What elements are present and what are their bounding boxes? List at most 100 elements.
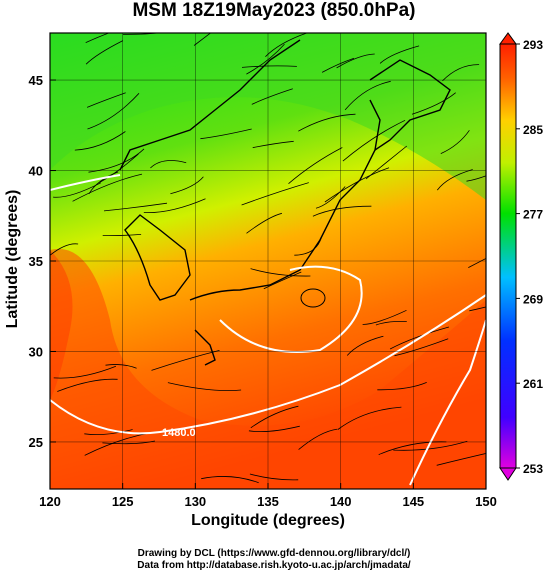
contour-label: 1480.0 bbox=[162, 427, 196, 439]
streamline bbox=[315, 186, 346, 209]
x-tick-label: 140 bbox=[330, 494, 352, 509]
x-axis-label: Longitude (degrees) bbox=[191, 512, 345, 529]
colorbar: 253 261 269 277 285 293 bbox=[499, 32, 543, 481]
streamline bbox=[74, 131, 126, 151]
credit-data: Data from http://database.rish.kyoto-u.a… bbox=[137, 560, 411, 571]
streamline bbox=[468, 258, 486, 268]
streamline bbox=[102, 440, 155, 445]
streamline bbox=[151, 350, 220, 371]
streamline bbox=[342, 119, 406, 162]
streamline bbox=[393, 440, 468, 451]
streamline bbox=[241, 182, 309, 206]
streamline bbox=[86, 92, 126, 108]
streamline bbox=[298, 428, 338, 450]
field-overlays bbox=[50, 33, 486, 489]
x-tick-label: 135 bbox=[257, 494, 279, 509]
y-tick-label: 35 bbox=[29, 254, 43, 269]
streamline bbox=[411, 92, 456, 115]
colorbar-min-arrow bbox=[499, 467, 517, 481]
streamline bbox=[377, 382, 427, 391]
streamline bbox=[248, 425, 300, 433]
streamline bbox=[50, 243, 79, 256]
streamline bbox=[105, 364, 137, 369]
y-tick-label: 25 bbox=[29, 435, 43, 450]
streamline bbox=[263, 271, 302, 290]
y-tick-label: 30 bbox=[29, 344, 43, 359]
streamline bbox=[87, 93, 140, 130]
streamline bbox=[365, 145, 408, 180]
streamline bbox=[98, 153, 139, 183]
streamline bbox=[251, 88, 293, 105]
warm-region bbox=[50, 248, 486, 489]
streamline bbox=[53, 365, 117, 379]
coastlines bbox=[119, 39, 451, 366]
streamline bbox=[241, 65, 297, 68]
streamline bbox=[84, 429, 133, 436]
colorbar-tick-label: 253 bbox=[523, 462, 543, 476]
streamline bbox=[57, 378, 118, 392]
streamline bbox=[442, 64, 480, 82]
streamline bbox=[394, 338, 449, 357]
streamline bbox=[88, 148, 145, 173]
colorbar-gradient bbox=[499, 43, 517, 469]
streamline bbox=[102, 234, 142, 237]
x-tick-label: 150 bbox=[475, 494, 497, 509]
colorbar-tick-label: 269 bbox=[523, 292, 543, 306]
streamline bbox=[85, 40, 124, 65]
streamline bbox=[379, 45, 420, 64]
streamline bbox=[337, 406, 402, 430]
colorbar-tick-label: 285 bbox=[523, 123, 543, 137]
chart-title: MSM 18Z19May2023 (850.0hPa) bbox=[132, 0, 416, 21]
colorbar-max-arrow bbox=[499, 32, 517, 45]
streamline bbox=[375, 320, 407, 326]
credit-dcl: Drawing by DCL (https://www.gfd-dennou.o… bbox=[137, 548, 411, 559]
streamline bbox=[150, 160, 187, 169]
colorbar-tick-label: 277 bbox=[523, 208, 543, 222]
streamline bbox=[362, 309, 407, 325]
streamline bbox=[346, 335, 384, 356]
streamline bbox=[466, 175, 486, 182]
streamline bbox=[312, 205, 372, 217]
y-tick-label: 45 bbox=[29, 73, 43, 88]
streamline bbox=[167, 382, 242, 392]
streamline bbox=[200, 128, 252, 140]
y-tick-label: 40 bbox=[29, 164, 43, 179]
streamline bbox=[250, 268, 311, 277]
streamline bbox=[201, 476, 259, 484]
isolines bbox=[50, 174, 486, 486]
streamline bbox=[252, 140, 294, 148]
streamline bbox=[193, 33, 212, 46]
x-tick-label: 145 bbox=[402, 494, 424, 509]
streamline bbox=[246, 212, 282, 234]
streamline bbox=[436, 453, 486, 466]
colorbar-ticks: 253 261 269 277 285 293 bbox=[516, 38, 543, 476]
x-tick-label: 125 bbox=[112, 494, 134, 509]
y-axis: 25 30 35 40 45 bbox=[29, 73, 56, 450]
colorbar-tick-label: 261 bbox=[523, 377, 543, 391]
plot-area: 1480.0 120 125 130 135 140 145 150 25 30 35 40 45 bbox=[29, 32, 497, 509]
colorbar-tick-label: 293 bbox=[523, 38, 543, 52]
streamline bbox=[288, 147, 343, 185]
streamline bbox=[249, 473, 299, 481]
warm-region-west bbox=[50, 250, 73, 400]
streamline bbox=[298, 113, 356, 132]
low-center bbox=[300, 288, 326, 308]
streamline bbox=[436, 169, 473, 191]
streamline bbox=[246, 43, 285, 75]
streamline bbox=[85, 33, 110, 43]
streamline bbox=[440, 130, 470, 154]
streamline bbox=[170, 176, 204, 195]
x-tick-label: 120 bbox=[39, 494, 61, 509]
streamline bbox=[143, 198, 206, 213]
streamline bbox=[250, 405, 299, 429]
y-axis-label: Latitude (degrees) bbox=[4, 189, 21, 329]
streamline bbox=[72, 173, 143, 202]
x-tick-label: 130 bbox=[184, 494, 206, 509]
streamline bbox=[103, 202, 168, 212]
x-axis: 120 125 130 135 140 145 150 bbox=[39, 483, 497, 509]
streamline bbox=[336, 53, 375, 69]
streamline bbox=[321, 57, 355, 73]
streamline bbox=[122, 33, 162, 35]
streamline bbox=[389, 326, 450, 350]
